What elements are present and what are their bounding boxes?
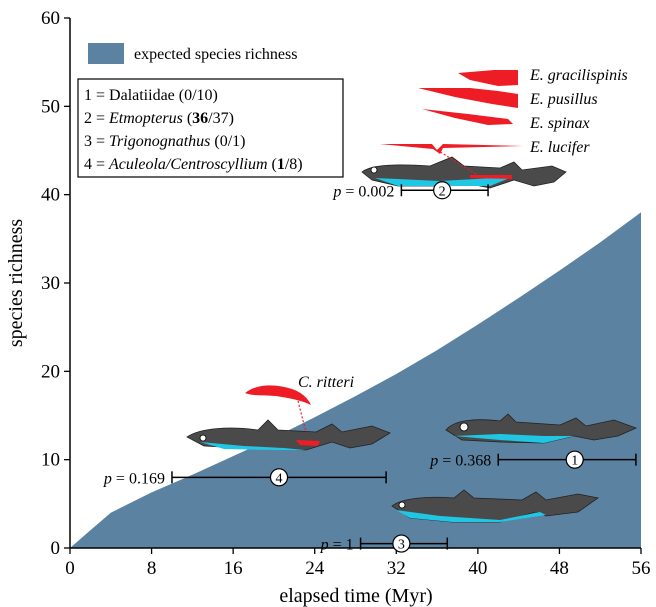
x-tick-label: 8: [147, 558, 157, 579]
legend-box: [77, 78, 344, 178]
legend-swatch: [88, 43, 124, 64]
interval-2: 2 p = 0.002: [332, 181, 489, 200]
pattern-e-pusillus: [418, 88, 518, 108]
interval-id-label: 1: [571, 454, 578, 469]
y-tick-label: 40: [41, 185, 60, 206]
legend-entry: 4 = Aculeola/Centroscyllium (1/8): [84, 156, 303, 173]
luminous-patterns-etmopterus: [380, 70, 523, 154]
legend-series-label: expected species richness: [134, 46, 297, 63]
pattern-e-lucifer: [380, 144, 523, 154]
y-tick-label: 20: [41, 361, 60, 382]
x-tick-label: 24: [305, 558, 325, 579]
interval-markers: 1 p = 0.368 2 p = 0.002 3 p = 1 4 p = 0.169: [103, 181, 637, 554]
y-axis-label: species richness: [5, 219, 27, 348]
interval-p-value: p = 0.368: [429, 453, 491, 470]
y-tick-label: 60: [41, 8, 60, 29]
y-ticks: 0 10 20 30 40 50 60: [41, 8, 70, 559]
x-tick-label: 40: [468, 558, 487, 579]
interval-p-value: p = 0.002: [332, 183, 394, 200]
interval-p-value: p = 0.169: [103, 470, 165, 487]
label-e-spinax: E. spinax: [529, 115, 590, 132]
interval-3: 3 p = 1: [320, 534, 449, 554]
x-axis-label: elapsed time (Myr): [279, 585, 432, 607]
x-tick-label: 48: [550, 558, 569, 579]
pattern-e-spinax: [422, 109, 513, 125]
x-tick-label: 32: [387, 558, 406, 579]
label-c-ritteri: C. ritteri: [298, 374, 354, 391]
label-e-pusillus: E. pusillus: [529, 91, 598, 108]
interval-id-label: 4: [276, 471, 283, 486]
interval-id-label: 2: [439, 184, 446, 199]
interval-id-circle: [565, 450, 584, 469]
pattern-c-ritteri: [245, 385, 311, 405]
expected-richness-area: [70, 212, 641, 549]
shark-trigonognathus: [391, 489, 599, 523]
label-e-lucifer: E. lucifer: [529, 139, 590, 156]
legend-entries: 1 = Dalatiidae (0/10) 2 = Etmopterus (36/…: [84, 87, 303, 173]
x-tick-label: 0: [65, 558, 75, 579]
interval-id-circle: [433, 181, 452, 200]
x-ticks: 0 8 16 24 32 40 48 56: [65, 548, 651, 579]
label-e-gracilispinis: E. gracilispinis: [529, 67, 628, 84]
interval-p-value: p = 1: [320, 537, 354, 554]
pattern-e-gracilispinis: [458, 70, 518, 86]
shark-aculeola-centroscyllium: [186, 419, 391, 451]
legend-entry: 2 = Etmopterus (36/37): [84, 110, 234, 127]
y-tick-label: 0: [51, 538, 61, 559]
legend-entry: 3 = Trigonognathus (0/1): [84, 133, 246, 150]
y-tick-label: 30: [41, 273, 60, 294]
y-tick-label: 50: [41, 96, 60, 117]
x-tick-label: 56: [632, 558, 651, 579]
y-tick-label: 10: [41, 450, 60, 471]
interval-id-circle: [269, 468, 289, 487]
legend-entry: 1 = Dalatiidae (0/10): [84, 87, 218, 104]
interval-1: 1 p = 0.368: [429, 450, 637, 470]
interval-id-label: 3: [398, 538, 405, 553]
interval-id-circle: [392, 534, 411, 553]
x-tick-label: 16: [224, 558, 243, 579]
shark-dalatiidae: [445, 413, 638, 444]
interval-4: 4 p = 0.169: [103, 468, 387, 487]
